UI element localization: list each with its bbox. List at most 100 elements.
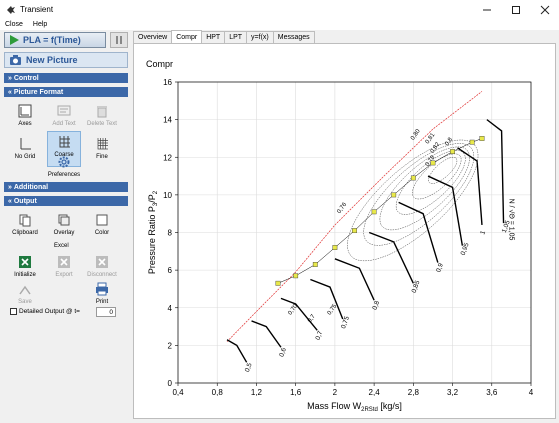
new-picture-button[interactable]: New Picture — [4, 52, 128, 68]
detailed-output-time-input[interactable] — [96, 307, 116, 317]
window-title: Transient — [20, 5, 54, 14]
axes-button[interactable]: Axes — [8, 101, 42, 135]
y-tick-label: 2 — [168, 341, 173, 350]
x-tick-label: 2 — [333, 388, 338, 397]
sidebar: PLA = f(Time) New Picture » Control « Pi… — [4, 31, 128, 419]
save-icon — [19, 285, 31, 295]
speed-line — [226, 339, 248, 363]
gear-icon — [58, 156, 70, 168]
axes-label: Axes — [18, 121, 32, 127]
x-tick-label: 2,8 — [408, 388, 420, 397]
panel-title: Compr — [146, 59, 174, 69]
y-axis-label: Pressure Ratio P3/P2 — [147, 190, 159, 274]
save-button[interactable]: Save — [8, 279, 42, 313]
surge-line — [226, 91, 483, 342]
pla-time-button[interactable]: PLA = f(Time) — [4, 32, 106, 48]
tab-hpt[interactable]: HPT — [201, 31, 226, 43]
add-text-icon — [57, 105, 71, 116]
x-tick-label: 2,4 — [369, 388, 381, 397]
minimize-button[interactable] — [472, 0, 501, 19]
clipboard-button[interactable]: Clipboard — [8, 210, 42, 244]
menu-help[interactable]: Help — [32, 21, 48, 28]
save-label: Save — [18, 299, 32, 305]
detailed-output-checkbox[interactable] — [10, 308, 17, 315]
y-tick-label: 4 — [168, 304, 173, 313]
y-axis-label-sub1: 3 — [153, 202, 159, 206]
disconnect-button[interactable]: Disconnect — [85, 252, 119, 286]
tab-overview[interactable]: Overview — [133, 31, 173, 43]
excel-disconnect-icon — [96, 256, 108, 268]
plot-frame — [177, 81, 532, 384]
speed-line-label: 0,75 — [340, 315, 351, 330]
trash-icon — [97, 106, 107, 118]
operating-point — [352, 228, 357, 234]
tab-y-fx[interactable]: y=f(x) — [246, 31, 274, 43]
export-button[interactable]: Export — [47, 252, 81, 286]
color-label: Color — [94, 230, 110, 236]
efficiency-contour — [428, 157, 458, 184]
x-tick-label: 1,2 — [251, 388, 263, 397]
x-tick-label: 3,2 — [447, 388, 459, 397]
delete-text-button[interactable]: Delete Text — [85, 101, 119, 135]
disconnect-label: Disconnect — [87, 272, 117, 278]
clipboard-label: Clipboard — [12, 230, 38, 236]
y-axis-label-slash: /P — [147, 194, 157, 203]
add-text-button[interactable]: Add Text — [47, 101, 81, 135]
operating-point — [410, 175, 416, 181]
coarse-grid-button[interactable]: Coarse — [47, 131, 81, 167]
section-output[interactable]: « Output — [4, 196, 128, 206]
excel-label: Excel — [54, 243, 69, 249]
section-additional[interactable]: » Additional — [4, 182, 128, 192]
operating-point — [293, 273, 299, 279]
speed-parameter-label: N / √Θ = 1,05 — [507, 199, 515, 241]
coarse-grid-icon — [59, 136, 70, 148]
efficiency-label: 0,76 — [337, 201, 349, 215]
menu-close[interactable]: Close — [5, 21, 23, 28]
speed-line — [280, 297, 318, 331]
y-tick-label: 12 — [163, 153, 172, 162]
initialize-button[interactable]: Initialize — [8, 252, 42, 286]
maximize-button[interactable] — [501, 0, 530, 19]
section-picture-format[interactable]: « Picture Format — [4, 87, 128, 97]
compressor-map-chart[interactable]: 0,4 0,8 1,2 1,6 2 2,4 2,8 3,2 3,6 402468101214160… — [134, 44, 555, 418]
minimize-icon — [482, 9, 491, 10]
x-axis-label: Mass Flow W2RStd [kg/s] — [307, 401, 402, 413]
preferences-button[interactable]: Preferences — [47, 153, 81, 187]
speed-line-label: 1,05 — [501, 219, 512, 234]
excel-export-icon — [58, 256, 70, 268]
color-button[interactable]: Color — [85, 210, 119, 244]
tab-lpt[interactable]: LPT — [224, 31, 248, 43]
tab-messages[interactable]: Messages — [272, 31, 315, 43]
y-tick-label: 8 — [168, 229, 173, 238]
overlay-button[interactable]: Overlay — [47, 210, 81, 244]
fine-grid-button[interactable]: Fine — [85, 134, 119, 168]
speed-line-label: 0,7 — [315, 330, 325, 341]
y-tick-label: 16 — [163, 78, 172, 87]
x-axis-label-sub: 2RStd — [361, 407, 378, 413]
x-tick-label: 3,6 — [486, 388, 498, 397]
operating-line — [277, 138, 483, 284]
efficiency-label: 0,82 — [430, 141, 442, 155]
section-control[interactable]: » Control — [4, 73, 128, 83]
title-bar: Transient — [0, 0, 559, 19]
efficiency-contour — [363, 143, 475, 246]
efficiency-contour — [379, 146, 470, 231]
app-icon — [7, 5, 15, 14]
close-button[interactable] — [530, 0, 559, 19]
pause-button[interactable] — [110, 32, 128, 48]
tab-bar: Overview Compr HPT LPT y=f(x) Messages — [133, 30, 315, 43]
efficiency-label: 0,81 — [425, 132, 437, 146]
speed-line-label: 1 — [479, 230, 487, 236]
efficiency-label: 0,80 — [410, 128, 422, 142]
tab-compr[interactable]: Compr — [171, 30, 203, 43]
preferences-label: Preferences — [47, 172, 81, 178]
x-tick-label: 0,8 — [212, 388, 224, 397]
section-additional-label: Additional — [13, 183, 49, 191]
speed-line — [486, 119, 505, 224]
coarse-label: Coarse — [54, 152, 74, 158]
speed-line-label: 0,5 — [244, 362, 254, 373]
no-grid-button[interactable]: No Grid — [8, 134, 42, 168]
x-axis-label-unit: [kg/s] — [378, 401, 402, 411]
operating-point — [275, 280, 281, 286]
print-button[interactable]: Print — [85, 279, 119, 313]
